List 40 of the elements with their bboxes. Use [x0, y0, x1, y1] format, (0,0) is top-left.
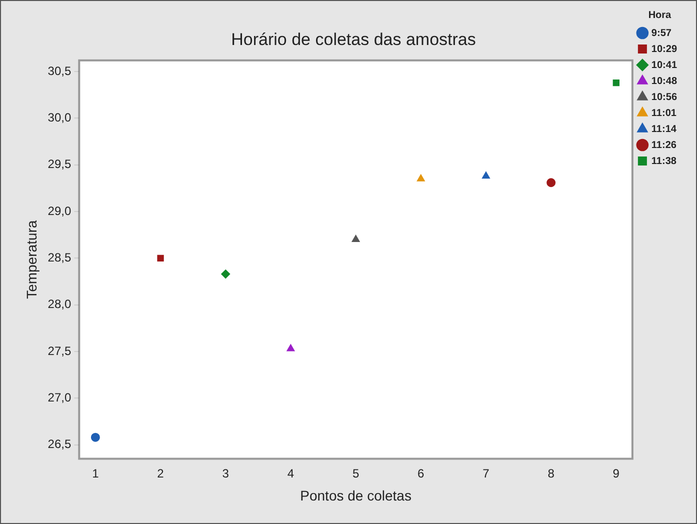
point: [157, 254, 164, 262]
y-tick-label: 28,5: [48, 250, 72, 265]
legend-title: Hora: [648, 10, 672, 21]
y-tick-label: 26,5: [48, 437, 72, 452]
legend-label: 10:48: [651, 76, 678, 87]
x-tick-label: 8: [548, 466, 555, 480]
y-tick-label: 30,5: [48, 64, 72, 78]
x-tick-label: 9: [612, 466, 620, 480]
x-tick-label: 2: [157, 466, 164, 480]
legend-label: 10:29: [651, 44, 678, 55]
y-tick-label: 29,0: [48, 204, 72, 218]
legend-label: 11:38: [651, 156, 677, 167]
legend-label: 9:57: [651, 28, 672, 39]
y-tick-label: 27,0: [48, 390, 72, 404]
y-tick-label: 30,0: [48, 110, 72, 125]
legend-label: 11:14: [651, 124, 677, 135]
legend-label: 10:41: [651, 60, 678, 71]
point: [482, 172, 490, 179]
point: [546, 178, 556, 188]
x-tick-label: 4: [287, 466, 294, 480]
point: [221, 270, 230, 279]
point: [352, 235, 360, 242]
point: [416, 174, 425, 182]
x-tick-label: 3: [222, 466, 230, 480]
x-tick-label: 7: [482, 466, 490, 480]
x-tick-label: 5: [352, 466, 360, 480]
x-tick-label: 1: [92, 466, 100, 480]
chart-title: Horário de coletas das amostras: [231, 30, 476, 49]
y-axis-title: Temperatura: [23, 220, 40, 299]
point: [612, 79, 620, 86]
y-tick-label: 27,5: [48, 344, 72, 358]
legend-label: 11:26: [651, 140, 677, 151]
x-axis-title: Pontos de coletas: [300, 487, 412, 504]
point: [286, 344, 295, 352]
y-tick-label: 29,5: [48, 157, 72, 172]
y-tick-label: 28,0: [48, 297, 72, 312]
legend-label: 10:56: [651, 92, 678, 103]
point: [90, 432, 100, 442]
x-tick-label: 6: [418, 466, 425, 480]
legend-label: 11:01: [651, 108, 677, 119]
